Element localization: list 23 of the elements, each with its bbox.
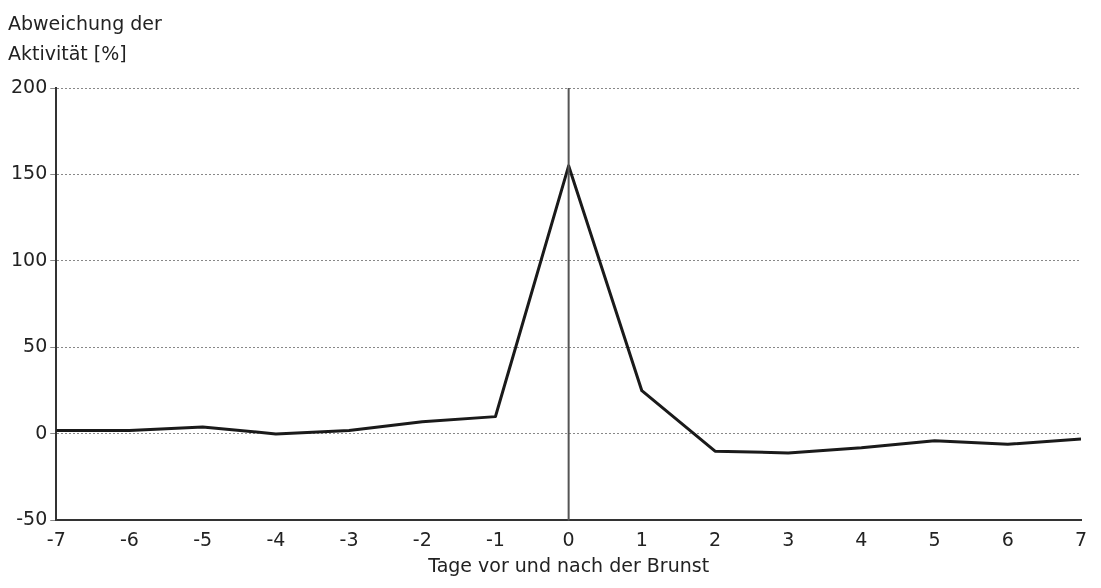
x-tick-label: 4 (855, 527, 868, 550)
y-tick-label: 150 (11, 161, 48, 184)
x-tick-label: 5 (928, 527, 941, 550)
y-tick-label: 50 (23, 334, 48, 357)
y-tick-label: 0 (35, 420, 48, 443)
x-tick-label: 0 (562, 527, 575, 550)
x-tick-label: 1 (635, 527, 648, 550)
x-axis-title: Tage vor und nach der Brunst (427, 553, 710, 576)
x-tick-label: 7 (1074, 527, 1088, 550)
x-tick-label: -1 (485, 527, 505, 550)
x-tick-label: 2 (708, 527, 722, 550)
y-tick-label: 200 (11, 74, 48, 97)
y-tick-label: -50 (16, 507, 48, 530)
y-axis-title: Abweichung der Aktivität [%] (8, 11, 163, 66)
x-tick-label: -2 (412, 527, 432, 550)
x-tick-label: -3 (339, 527, 359, 550)
x-tick-label: 3 (782, 527, 795, 550)
y-tick-label: 100 (11, 247, 48, 270)
x-tick-label: -4 (266, 527, 286, 550)
x-tick-label: -5 (193, 527, 213, 550)
x-tick-label: -6 (119, 527, 139, 550)
x-tick-label: -7 (46, 527, 66, 550)
x-tick-label: 6 (1001, 527, 1014, 550)
